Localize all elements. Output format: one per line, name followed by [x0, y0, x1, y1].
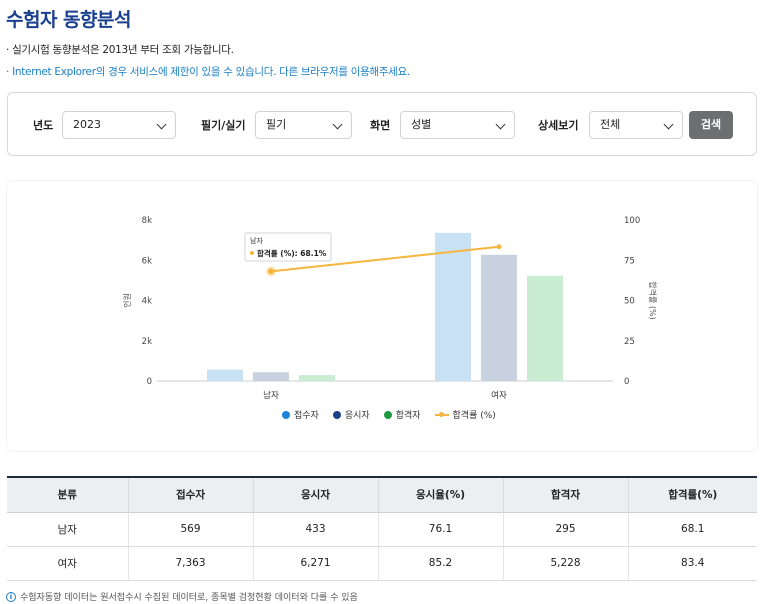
- bar-0-2: [299, 375, 335, 381]
- table-header: 합격률(%): [628, 476, 757, 513]
- table-row: 남자 569 433 76.1 295 68.1: [7, 512, 757, 547]
- legend-symbol: [332, 410, 341, 419]
- y-tick-label: 8k: [142, 216, 152, 226]
- legend-label: 접수자: [294, 411, 319, 421]
- year-label: 년도: [33, 119, 54, 132]
- table-cell: 83.4: [628, 546, 757, 581]
- filter-bar: 년도 2023 필기/실기 필기 화면 성별 상세보기 전체 검색: [7, 92, 757, 156]
- y-tick-label: 6k: [142, 256, 152, 266]
- detail-select[interactable]: 전체: [589, 111, 683, 139]
- legend-label: 응시자: [344, 411, 370, 421]
- legend-label: 합격자: [395, 411, 421, 421]
- chevron-down-icon: [663, 119, 674, 130]
- footnote: i 수험자동향 데이터는 원서접수시 수집된 데이터로, 종목별 검정현황 데이…: [6, 590, 358, 603]
- table-cell: 7,363: [128, 546, 254, 581]
- y-tick-label: 2k: [142, 337, 152, 347]
- view-select-value: 성별: [411, 118, 432, 131]
- tooltip-text: 합격률 (%): 68.1%: [257, 248, 327, 258]
- legend-symbol: [282, 410, 290, 419]
- view-label: 화면: [370, 119, 391, 132]
- table-cell: 295: [503, 512, 629, 547]
- y-tick-label: 4k: [142, 297, 152, 307]
- chart-panel: 0 2k 4k 6k 8k 0 25 50 75 100 인원 합격률 (%) 남자 여자 남자 합격률 (%…: [7, 181, 757, 451]
- info-icon: i: [6, 591, 16, 602]
- table-cell: 5,228: [503, 546, 629, 581]
- legend-item[interactable]: 합격률 (%): [434, 408, 496, 421]
- y-axis-title: 인원: [122, 293, 132, 308]
- table-header-row: 분류 접수자 응시자 응시율(%) 합격자 합격률(%): [7, 476, 757, 513]
- year-select-value: 2023: [73, 118, 101, 131]
- table-header: 응시율(%): [378, 476, 504, 513]
- legend-symbol: [434, 411, 449, 419]
- type-select[interactable]: 필기: [255, 111, 352, 139]
- legend-item[interactable]: 접수자: [282, 408, 319, 421]
- view-select[interactable]: 성별: [400, 111, 515, 139]
- y2-axis-title: 합격률 (%): [648, 281, 658, 319]
- pass-rate-point: [496, 244, 502, 250]
- bar-0-1: [253, 372, 289, 381]
- stats-table: 분류 접수자 응시자 응시율(%) 합격자 합격률(%) 남자 569 433 …: [7, 476, 757, 581]
- y-tick-label: 0: [147, 377, 152, 387]
- notice-browser: · Internet Explorer의 경우 서비스에 제한이 있을 수 있습…: [6, 66, 410, 78]
- legend-label: 합격률 (%): [452, 411, 496, 421]
- footnote-text: 수험자동향 데이터는 원서접수시 수집된 데이터로, 종목별 검정현황 데이터와…: [20, 593, 358, 603]
- pass-rate-line: [270, 245, 500, 273]
- search-button[interactable]: 검색: [689, 111, 733, 139]
- chart-legend: 접수자 응시자 합격자 합격률 (%): [282, 408, 496, 421]
- table-cell: 68.1: [628, 512, 757, 547]
- y2-tick-label: 50: [624, 297, 635, 307]
- table-header: 분류: [7, 476, 129, 513]
- table-header: 응시자: [253, 476, 379, 513]
- table-cell: 85.2: [378, 546, 504, 581]
- chevron-down-icon: [332, 119, 343, 130]
- table-cell: 여자: [7, 546, 129, 581]
- tooltip-marker: [250, 251, 254, 255]
- detail-label: 상세보기: [538, 119, 579, 132]
- y2-tick-label: 25: [624, 337, 635, 347]
- table-header: 합격자: [503, 476, 629, 513]
- bar-1-0: [435, 232, 471, 381]
- notice-availability: · 실기시험 동향분석은 2013년 부터 조회 가능합니다.: [6, 44, 234, 56]
- year-select[interactable]: 2023: [62, 111, 176, 139]
- legend-item[interactable]: 응시자: [332, 408, 370, 421]
- table-cell: 569: [128, 512, 254, 547]
- y2-tick-label: 0: [624, 377, 629, 387]
- chevron-down-icon: [156, 119, 167, 130]
- y2-tick-label: 100: [624, 216, 640, 226]
- chevron-down-icon: [495, 119, 506, 130]
- table-cell: 76.1: [378, 512, 504, 547]
- bar-0-0: [207, 369, 243, 381]
- page-title: 수험자 동향분석: [6, 9, 131, 31]
- table-header: 접수자: [128, 476, 254, 513]
- type-label: 필기/실기: [201, 119, 246, 132]
- type-select-value: 필기: [266, 118, 287, 131]
- y2-tick-label: 75: [624, 256, 635, 266]
- table-cell: 6,271: [253, 546, 379, 581]
- table-cell: 남자: [7, 512, 129, 547]
- legend-item[interactable]: 합격자: [383, 408, 421, 421]
- table-row: 여자 7,363 6,271 85.2 5,228 83.4: [7, 546, 757, 581]
- tooltip-box: [244, 232, 332, 262]
- x-tick-label: 여자: [491, 390, 507, 401]
- bar-1-1: [481, 254, 517, 381]
- table-cell: 433: [253, 512, 379, 547]
- detail-select-value: 전체: [600, 118, 621, 131]
- pass-rate-point: [268, 268, 274, 275]
- legend-symbol: [383, 410, 392, 419]
- x-tick-label: 남자: [263, 391, 279, 401]
- bar-1-2: [527, 275, 563, 381]
- tooltip-title: 남자: [250, 236, 263, 245]
